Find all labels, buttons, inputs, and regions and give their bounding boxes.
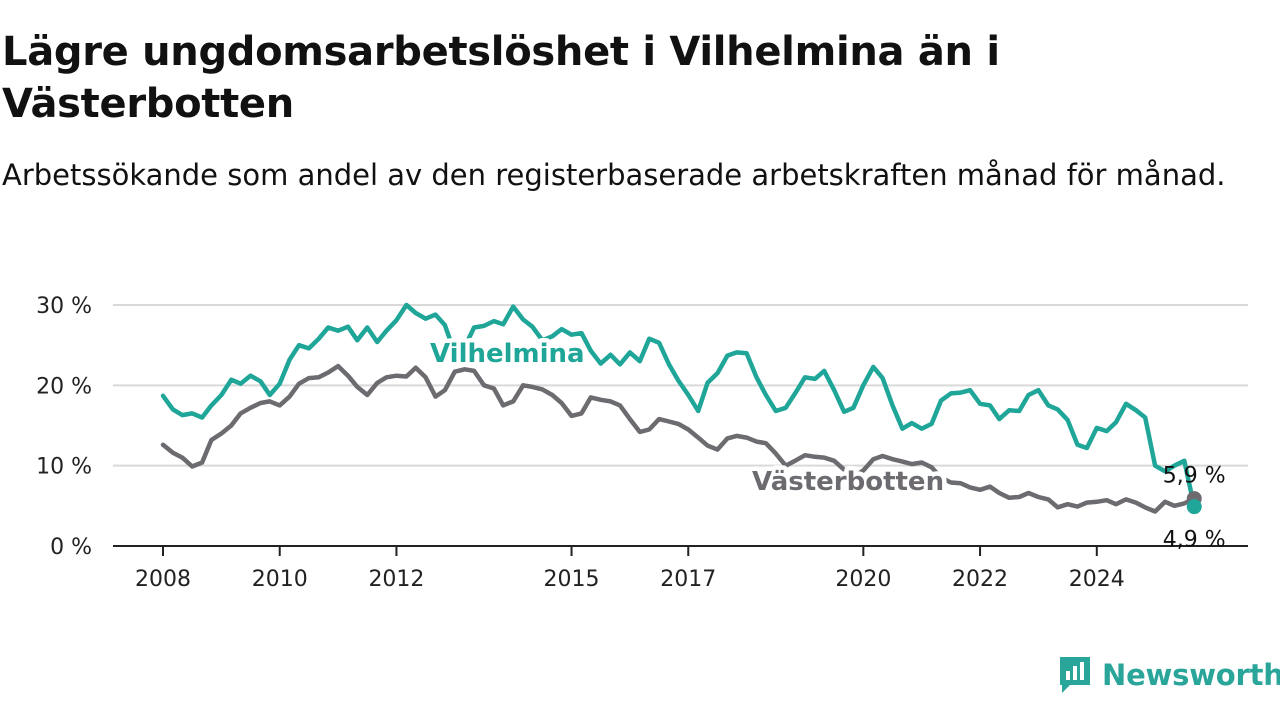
series-label-vilhelmina: Vilhelmina: [430, 339, 585, 369]
x-tick-label: 2010: [252, 567, 308, 592]
x-tick-label: 2008: [135, 567, 191, 592]
series-label-vasterbotten: Västerbotten: [752, 467, 944, 497]
end-label-vasterbotten: 5,9 %: [1163, 464, 1226, 489]
x-tick-label: 2020: [835, 567, 891, 592]
x-tick-label: 2022: [952, 567, 1008, 592]
x-tick-label: 2017: [660, 567, 716, 592]
series-line-västerbotten: [160, 363, 1197, 514]
x-tick-label: 2024: [1069, 567, 1125, 592]
chart-subtitle: Arbetssökande som andel av den registerb…: [2, 158, 1226, 192]
y-tick-label: 0 %: [50, 535, 92, 560]
series-label-halo: Vilhelmina: [430, 339, 585, 369]
y-tick-label: 20 %: [36, 374, 92, 399]
brand-name: Newsworthy: [1102, 658, 1280, 692]
chart-title: Lägre ungdomsarbetslöshet i Vilhelmina ä…: [2, 29, 1000, 127]
x-tick-label: 2015: [544, 567, 600, 592]
newsworthy-logo-icon: [1060, 657, 1090, 693]
y-tick-label: 10 %: [36, 455, 92, 480]
x-tick-label: 2012: [368, 567, 424, 592]
end-label-vilhelmina: 4,9 %: [1163, 528, 1226, 553]
series-label-halo: Västerbotten: [752, 467, 944, 497]
series-line-vilhelmina: [160, 302, 1197, 509]
y-tick-label: 30 %: [36, 294, 92, 319]
brand-logo: Newsworthy: [1058, 654, 1280, 696]
end-point-vilhelmina: [1186, 499, 1202, 515]
